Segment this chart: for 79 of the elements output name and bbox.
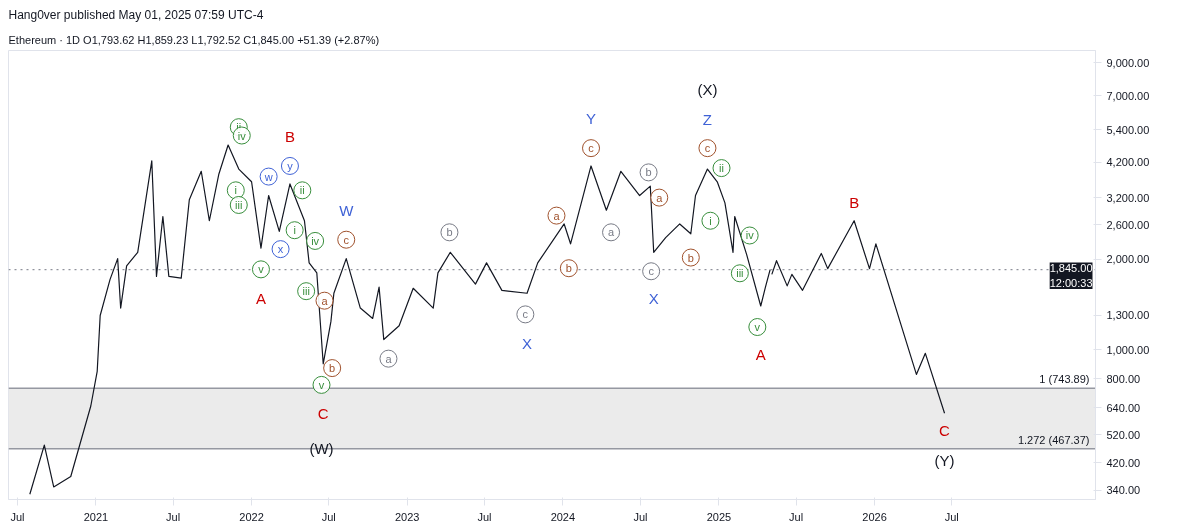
annotation: iv [311,234,320,247]
annotation: iii [736,267,744,280]
annotation: c [704,142,711,155]
annotation: v [754,321,761,334]
y-tick-label: 1,300.00 [1106,309,1150,322]
x-tick-label: 2025 [706,510,732,523]
x-tick-label: 2026 [862,510,887,523]
annotation: b [565,262,572,275]
annotation: B [284,128,295,146]
annotation: b [645,166,652,179]
annotation: (W) [309,439,334,457]
annotation: a [608,226,615,239]
annotation: a [385,352,393,365]
annotation: i [234,184,238,197]
annotation: X [648,289,659,307]
y-tick-label: 420.00 [1106,456,1141,469]
annotation: X [522,334,533,352]
x-tick-label: 2022 [239,510,264,523]
y-tick-label: 7,000.00 [1106,89,1150,102]
annotation: iii [235,198,243,211]
y-tick-label: 5,400.00 [1106,123,1150,136]
y-tick-label: 800.00 [1106,372,1141,385]
annotation: W [339,202,355,220]
x-tick-label: Jul [166,510,181,523]
y-tick-label: 4,200.00 [1106,156,1150,169]
annotation: A [755,346,766,364]
annotation: a [321,294,329,307]
chart-title: Hang0ver published May 01, 2025 07:59 UTC-4 [8,7,264,22]
x-tick-label: 2023 [394,510,420,523]
annotation: ii [719,162,724,175]
y-tick-label: 2,000.00 [1106,253,1150,266]
x-tick-label: Jul [633,510,648,523]
annotation: C [939,421,951,439]
x-tick-label: Jul [321,510,336,523]
y-tick-label: 9,000.00 [1106,56,1150,69]
x-tick-label: 2021 [83,510,109,523]
y-tick-label: 1,000.00 [1106,343,1150,356]
ref-line-label: 1,845.00 [1049,262,1093,275]
annotation: x [277,243,284,256]
annotation: c [343,233,350,246]
annotation: c [588,142,595,155]
annotation: a [656,191,664,204]
annotation: iv [745,229,755,242]
ref-line-label: 1.272 (467.37) [1017,433,1090,446]
annotation: i [293,224,296,237]
annotation: iii [302,285,310,298]
annotation: y [287,159,294,172]
annotation: b [687,251,694,264]
annotation: w [263,170,273,183]
annotation: v [318,378,325,391]
annotation: C [317,405,329,423]
annotation: b [329,362,336,375]
annotation: iv [237,129,247,142]
annotation: c [648,265,655,278]
annotation: 12:00:33 [1049,276,1093,289]
y-tick-label: 3,200.00 [1106,191,1150,204]
y-tick-label: 520.00 [1106,428,1141,441]
y-tick-label: 2,600.00 [1106,218,1150,231]
annotation: b [446,226,453,239]
ref-line-label: 1 (743.89) [1039,373,1090,386]
annotation: (X) [697,80,718,98]
x-tick-label: Jul [944,510,959,523]
x-tick-label: Jul [477,510,492,523]
annotation: B [849,194,860,212]
y-tick-label: 340.00 [1106,484,1141,497]
annotation: Z [702,110,713,128]
x-tick-label: Jul [789,510,804,523]
chart-subtitle: Ethereum · 1D O1,793.62 H1,859.23 L1,792.52 C1,845.00 +51.39 (+2.87%) [8,33,380,46]
annotation: Y [586,110,597,128]
annotation: a [553,209,561,222]
annotation: (Y) [934,451,955,469]
annotation: ii [299,184,305,197]
x-tick-label: 2024 [550,510,576,523]
y-tick-label: 640.00 [1106,401,1141,414]
annotation: v [258,263,265,276]
x-tick-label: Jul [10,510,25,523]
annotation: i [709,214,712,227]
annotation: A [255,289,266,307]
annotation: c [522,308,529,321]
